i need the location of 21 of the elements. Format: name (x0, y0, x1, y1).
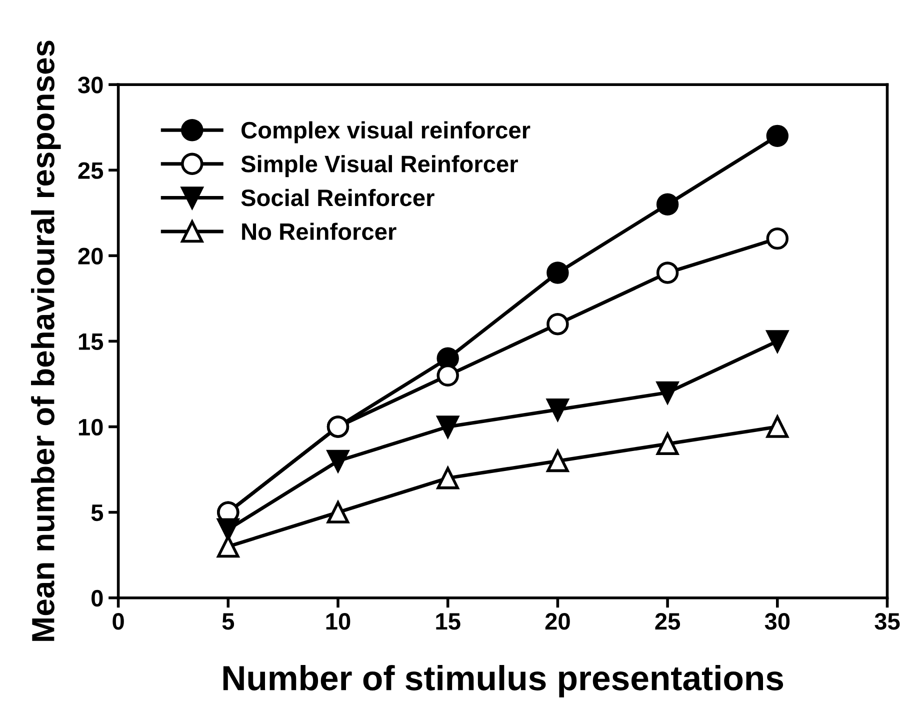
legend-label: No Reinforcer (242, 222, 396, 240)
x-tick-label: 5 (222, 613, 234, 630)
y-tick-label: 15 (78, 334, 104, 350)
x-tick-label: 35 (874, 613, 900, 630)
y-tick-label: 10 (78, 418, 103, 436)
x-tick-label: 30 (764, 613, 790, 630)
y-axis-title: Mean number of behavioural responses (31, 40, 61, 641)
x-tick-label: 20 (545, 613, 570, 630)
x-axis-title: Number of stimulus presentations (223, 664, 784, 698)
y-tick-label: 30 (78, 76, 103, 94)
x-tick-label: 0 (112, 613, 124, 630)
y-tick-label: 20 (78, 248, 103, 264)
legend-label: Complex visual reinforcer (242, 121, 530, 144)
x-tick-label: 25 (655, 613, 680, 630)
legend-label: Social Reinforcer (241, 188, 434, 206)
legend-label: Simple Visual Reinforcer (241, 155, 518, 178)
x-tick-label: 10 (326, 613, 350, 630)
y-tick-label: 25 (78, 162, 104, 179)
x-tick-label: 15 (436, 613, 460, 630)
y-tick-label: 5 (91, 504, 104, 522)
y-tick-label: 0 (92, 590, 103, 607)
